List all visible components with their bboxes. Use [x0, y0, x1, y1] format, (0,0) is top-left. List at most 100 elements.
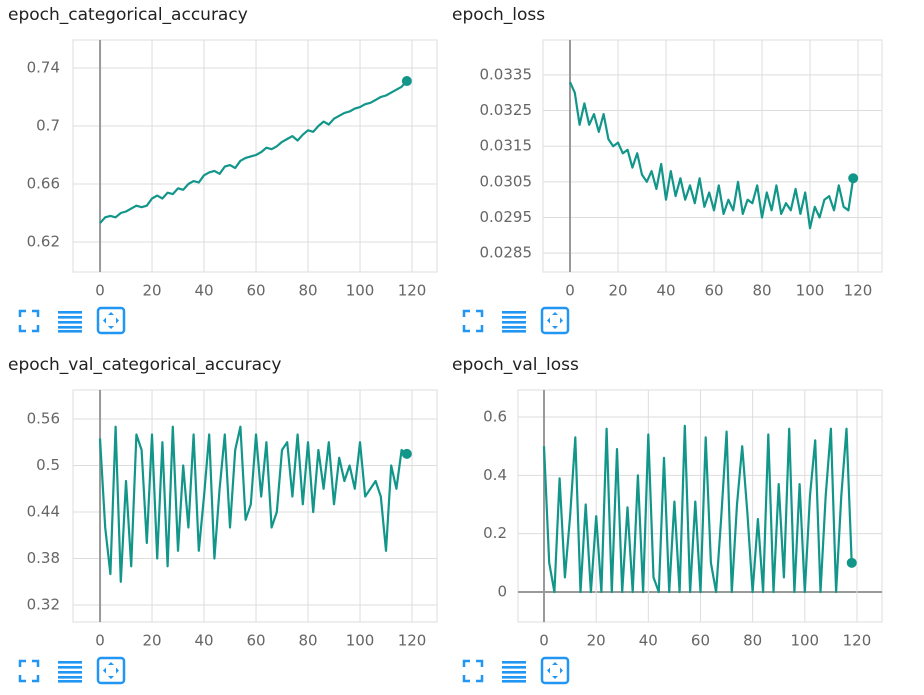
plot-area — [72, 39, 438, 273]
plot-area — [542, 39, 883, 273]
x-tick-label: 60 — [704, 282, 723, 300]
icon-bar — [58, 666, 82, 669]
y-tick-label: 0.0325 — [480, 101, 533, 119]
icon-frame — [96, 306, 126, 335]
chart-title: epoch_loss — [452, 5, 545, 25]
icon-bar — [502, 321, 526, 324]
icon-bar — [58, 326, 82, 329]
last-point — [401, 76, 412, 87]
x-tick-label: 20 — [608, 282, 627, 300]
x-tick-label: 120 — [843, 632, 872, 650]
y-tick-label: 0.32 — [27, 596, 60, 614]
chart-toolbar — [18, 656, 126, 685]
x-tick-label: 120 — [398, 632, 427, 650]
icon-bar — [502, 311, 526, 314]
y-tick-label: 0.0285 — [480, 244, 533, 262]
x-tick-label: 60 — [246, 282, 265, 300]
y-tick-label: 0.7 — [36, 116, 60, 134]
fullscreen-button[interactable] — [18, 309, 40, 333]
icon-bar — [502, 680, 526, 683]
x-tick-label: 100 — [346, 632, 375, 650]
x-tick-label: 80 — [298, 282, 317, 300]
icon-bar — [58, 680, 82, 683]
icon-bar — [502, 316, 526, 319]
x-tick-label: 60 — [246, 632, 265, 650]
data-line — [98, 425, 408, 583]
y-tick-label: 0.2 — [483, 524, 507, 542]
fit-domain-button[interactable] — [540, 656, 570, 685]
toolbar — [18, 306, 570, 685]
icon-bar — [58, 311, 82, 314]
icon-bar — [502, 326, 526, 329]
fullscreen-button[interactable] — [462, 309, 484, 333]
last-point — [848, 173, 859, 184]
last-point — [401, 448, 412, 459]
x-tick-label: 100 — [346, 282, 375, 300]
x-tick-label: 20 — [587, 632, 606, 650]
log-scale-button[interactable] — [58, 311, 82, 333]
x-tick-label: 100 — [790, 632, 819, 650]
icon-bar — [58, 321, 82, 324]
chart-title: epoch_categorical_accuracy — [8, 5, 248, 25]
chart-title: epoch_val_loss — [452, 355, 579, 375]
plot-area — [72, 389, 438, 623]
fullscreen-button[interactable] — [462, 659, 484, 683]
icon-bar — [502, 671, 526, 674]
x-tick-label: 0 — [95, 632, 105, 650]
x-tick-label: 60 — [691, 632, 710, 650]
x-tick-label: 0 — [95, 282, 105, 300]
icon-bar — [58, 316, 82, 319]
x-tick-label: 80 — [743, 632, 762, 650]
chart-toolbar — [462, 306, 570, 335]
icon-arrows — [103, 312, 119, 329]
x-tick-label: 100 — [796, 282, 825, 300]
y-tick-label: 0 — [497, 582, 507, 600]
icon-arrows — [547, 662, 563, 679]
data-line — [542, 424, 853, 594]
icon-bar — [502, 676, 526, 679]
y-tick-label: 0.62 — [27, 232, 60, 250]
data-line — [99, 80, 408, 224]
log-scale-button[interactable] — [502, 661, 526, 683]
icon-frame — [540, 656, 570, 685]
icon-bar — [58, 661, 82, 664]
log-scale-button[interactable] — [502, 311, 526, 333]
y-tick-label: 0.38 — [27, 549, 60, 567]
x-tick-label: 40 — [194, 282, 213, 300]
fit-domain-button[interactable] — [540, 306, 570, 335]
icon-arrows — [103, 662, 119, 679]
last-point — [846, 557, 857, 568]
x-tick-label: 0 — [565, 282, 575, 300]
log-scale-button[interactable] — [58, 661, 82, 683]
y-tick-label: 0.4 — [483, 466, 507, 484]
y-tick-label: 0.56 — [27, 409, 60, 427]
icon-frame — [540, 306, 570, 335]
x-tick-label: 40 — [656, 282, 675, 300]
icon-arrows — [547, 312, 563, 329]
y-tick-label: 0.5 — [36, 456, 60, 474]
y-tick-label: 0.74 — [27, 58, 60, 76]
icon-bar — [502, 330, 526, 333]
y-tick-label: 0.0295 — [480, 208, 533, 226]
icon-bar — [58, 676, 82, 679]
icon-bar — [58, 330, 82, 333]
fullscreen-button[interactable] — [18, 659, 40, 683]
icon-bar — [58, 671, 82, 674]
x-tick-label: 120 — [398, 282, 427, 300]
icon-bar — [502, 661, 526, 664]
data-line — [568, 81, 855, 230]
chart-title: epoch_val_categorical_accuracy — [8, 355, 281, 375]
x-tick-label: 80 — [298, 632, 317, 650]
fit-domain-button[interactable] — [96, 656, 126, 685]
x-tick-label: 40 — [194, 632, 213, 650]
y-tick-label: 0.66 — [27, 174, 60, 192]
x-tick-label: 40 — [639, 632, 658, 650]
x-tick-label: 120 — [844, 282, 873, 300]
chart-toolbar — [462, 656, 570, 685]
icon-bar — [502, 666, 526, 669]
fit-domain-button[interactable] — [96, 306, 126, 335]
chart-toolbar — [18, 306, 126, 335]
y-tick-label: 0.44 — [27, 503, 60, 521]
y-tick-label: 0.6 — [483, 408, 507, 426]
